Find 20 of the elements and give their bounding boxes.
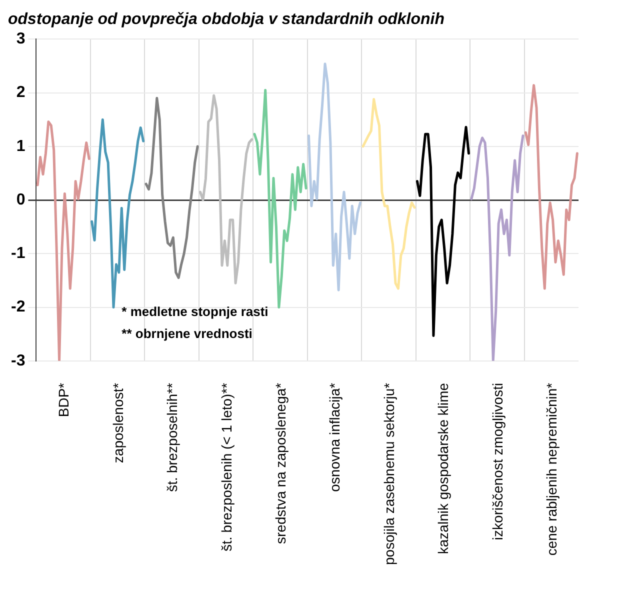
y-tick-label: -3: [10, 352, 26, 370]
annotation: * medletne stopnje rasti: [122, 304, 268, 320]
x-tick-label: izkoriščenost zmogljivosti: [489, 382, 506, 540]
x-tick-label: osnovna inflacija*: [326, 382, 343, 492]
y-tick-label: 0: [16, 191, 26, 208]
x-tick-label: št. brezposelnih**: [164, 382, 180, 492]
x-tick-label: BDP*: [56, 382, 72, 418]
x-tick-label: kazalnik gospodarske klime: [435, 382, 452, 554]
chart-subtitle: odstopanje od povprečja obdobja v standardnih odklonih: [8, 11, 445, 28]
y-tick-label: 2: [16, 84, 26, 102]
y-tick-label: 3: [16, 30, 26, 48]
y-tick-label: -1: [10, 245, 26, 262]
y-tick-label: -2: [10, 298, 26, 316]
x-tick-label: št. brezposlenih (< 1 leto)**: [218, 382, 234, 552]
x-tick-label: sredstva na zaposlenega*: [272, 382, 288, 544]
y-tick-label: 1: [16, 138, 26, 155]
x-tick-label: cene rabljenih nepremičnin*: [544, 382, 560, 556]
annotation: ** obrnjene vrednosti: [122, 326, 252, 342]
x-tick-label: zaposlenost*: [110, 382, 126, 464]
x-tick-label: posojila zasebnemu sektorju*: [380, 382, 397, 566]
